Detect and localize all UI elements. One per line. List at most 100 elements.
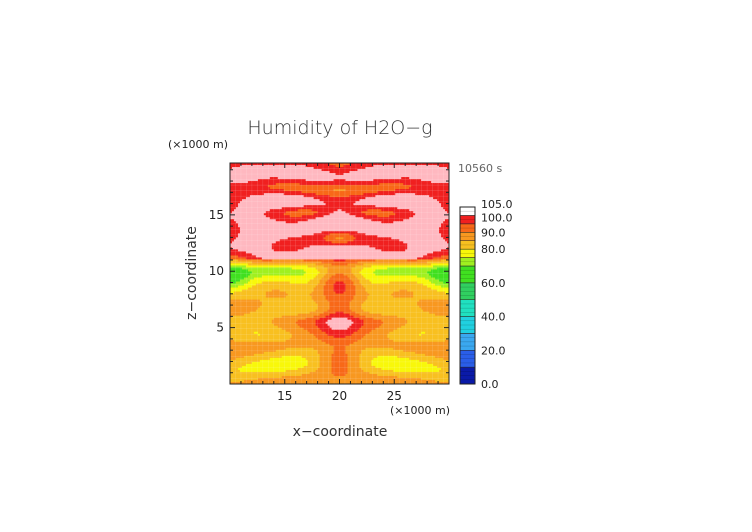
heatmap-cell	[383, 209, 386, 212]
heatmap-cell	[247, 229, 251, 232]
heatmap-cell	[313, 181, 317, 184]
heatmap-cell	[379, 245, 382, 248]
heatmap-cell	[433, 245, 436, 248]
heatmap-cell	[369, 245, 372, 248]
heatmap-cell	[429, 191, 432, 194]
heatmap-cell	[261, 173, 265, 176]
heatmap-cell	[273, 177, 277, 180]
heatmap-cell	[447, 231, 449, 234]
heatmap-cell	[297, 167, 301, 170]
heatmap-cell	[315, 225, 319, 228]
heatmap-cell	[423, 201, 426, 204]
heatmap-cell	[385, 167, 388, 170]
heatmap-cell	[331, 213, 335, 216]
heatmap-cell	[329, 199, 333, 202]
heatmap-cell	[315, 231, 319, 234]
heatmap-cell	[367, 191, 370, 194]
heatmap-cell	[269, 207, 273, 210]
heatmap-cell	[231, 251, 235, 255]
heatmap-cell	[375, 237, 378, 240]
heatmap-cell	[299, 181, 303, 184]
heatmap-cell	[439, 169, 442, 172]
heatmap-cell	[235, 233, 239, 236]
heatmap-cell	[257, 251, 261, 255]
heatmap-cell	[323, 247, 327, 250]
heatmap-cell	[327, 233, 331, 236]
heatmap-cell	[315, 165, 319, 168]
heatmap-cell	[385, 243, 388, 246]
heatmap-cell	[403, 187, 406, 190]
heatmap-cell	[261, 193, 265, 196]
heatmap-cell	[427, 169, 430, 172]
heatmap-cell	[239, 167, 243, 170]
heatmap-cell	[395, 197, 398, 200]
heatmap-cell	[329, 245, 333, 248]
heatmap-cell	[395, 207, 398, 210]
heatmap-cell	[327, 251, 331, 255]
heatmap-cell	[271, 201, 275, 204]
heatmap-cell	[441, 191, 444, 194]
heatmap-cell	[405, 235, 408, 238]
heatmap-cell	[259, 185, 263, 188]
heatmap-cell	[259, 165, 263, 168]
heatmap-cell	[273, 173, 277, 176]
heatmap-cell	[411, 201, 414, 204]
heatmap-cell	[281, 201, 285, 204]
heatmap-cell	[351, 171, 355, 174]
heatmap-cell	[377, 239, 380, 242]
heatmap-cell	[291, 195, 295, 198]
heatmap-cell	[289, 227, 293, 230]
heatmap-cell	[283, 203, 287, 206]
heatmap-cell	[387, 211, 390, 214]
heatmap-cell	[293, 207, 297, 210]
heatmap-cell	[373, 251, 376, 255]
heatmap-cell	[327, 191, 331, 194]
heatmap-cell	[433, 231, 436, 234]
heatmap-cell	[429, 219, 432, 222]
heatmap-cell	[355, 215, 359, 218]
heatmap-cell	[247, 223, 251, 226]
heatmap-cell	[411, 195, 414, 198]
heatmap-cell	[405, 179, 408, 182]
heatmap-cell	[269, 245, 273, 248]
heatmap-cell	[365, 213, 368, 216]
heatmap-cell	[333, 183, 337, 186]
heatmap-cell	[261, 221, 265, 224]
heatmap-cell	[241, 165, 245, 168]
heatmap-cell	[251, 247, 255, 250]
heatmap-cell	[343, 219, 347, 222]
heatmap-cell	[245, 219, 249, 222]
heatmap-cell	[373, 241, 376, 244]
heatmap-cell	[421, 199, 424, 202]
heatmap-cell	[419, 229, 422, 232]
heatmap-cell	[305, 219, 309, 222]
heatmap-cell	[231, 167, 235, 170]
heatmap-cell	[255, 183, 259, 186]
heatmap-cell	[317, 181, 321, 184]
heatmap-cell	[257, 211, 261, 214]
heatmap-cell	[371, 241, 374, 244]
heatmap-cell	[230, 171, 233, 174]
heatmap-cell	[359, 241, 362, 244]
heatmap-cell	[283, 217, 287, 220]
heatmap-cell	[237, 165, 241, 168]
heatmap-cell	[419, 189, 422, 192]
heatmap-cell	[379, 205, 382, 208]
heatmap-cell	[445, 189, 448, 192]
heatmap-cell	[403, 171, 406, 174]
heatmap-cell	[379, 181, 382, 184]
heatmap-cell	[231, 221, 235, 224]
heatmap-cell	[405, 221, 408, 224]
heatmap-cell	[385, 229, 388, 232]
heatmap-cell	[271, 217, 275, 220]
heatmap-cell	[277, 225, 281, 228]
heatmap-cell	[269, 221, 273, 224]
heatmap-cell	[381, 179, 384, 182]
heatmap-cell	[271, 187, 275, 190]
heatmap-cell	[329, 207, 333, 210]
heatmap-cell	[345, 169, 349, 172]
heatmap-cell	[333, 175, 337, 178]
heatmap-cell	[441, 245, 444, 248]
heatmap-cell	[263, 195, 267, 198]
heatmap-cell	[289, 203, 293, 206]
